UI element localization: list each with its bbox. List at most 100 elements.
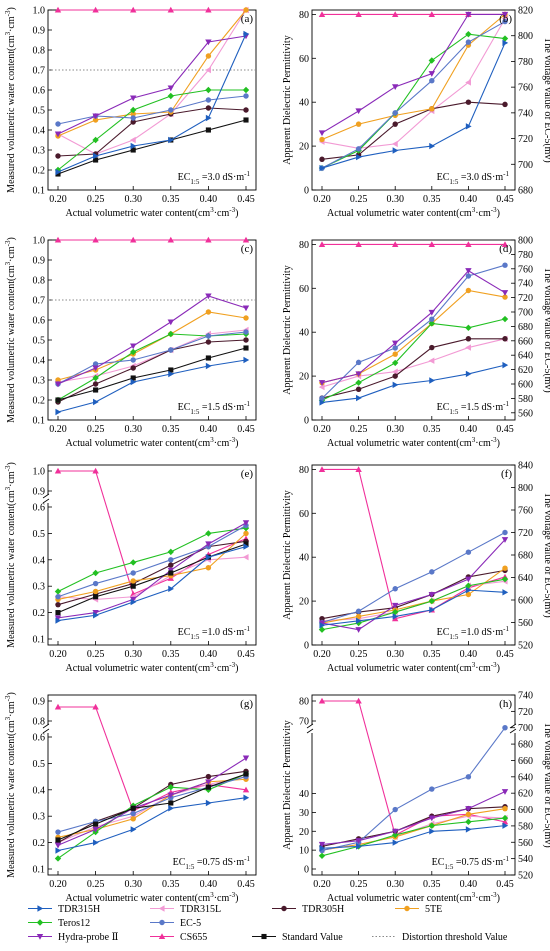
data-point: [428, 815, 435, 822]
y-tick-label: 0.5: [33, 106, 46, 117]
x-tick-label: 0.35: [162, 424, 180, 435]
data-point: [130, 236, 137, 243]
y-tick-label: 0.6: [33, 86, 46, 97]
x-tick-label: 0.25: [87, 879, 105, 890]
x-tick-label: 0.30: [386, 194, 404, 205]
series-line: [57, 295, 247, 385]
y2-tick-label: 520: [518, 871, 533, 882]
y-tick-label: 0.7: [33, 66, 46, 77]
data-point: [502, 725, 508, 731]
data-point: [465, 806, 472, 812]
panel-label: (d): [499, 243, 512, 255]
y-tick-label: 0.4: [33, 126, 46, 137]
series-line: [57, 9, 247, 137]
data-point: [92, 117, 99, 123]
y2-tick-label: 680: [518, 186, 533, 197]
data-point: [205, 53, 212, 59]
legend-marker: [261, 933, 267, 940]
data-point: [502, 262, 508, 268]
y-tick-label: 0.2: [33, 838, 46, 849]
y2-tick-label: 740: [518, 279, 533, 290]
data-point: [242, 86, 250, 94]
series-line: [57, 776, 247, 833]
data-point: [318, 383, 325, 391]
x-tick-label: 0.40: [200, 879, 218, 890]
series-tdr305h: [55, 337, 249, 405]
data-point: [205, 333, 212, 339]
series-standard-value: [55, 117, 249, 177]
data-point: [319, 845, 326, 852]
y2-tick-label: 640: [518, 772, 533, 783]
legend-label: TDR315H: [58, 904, 100, 915]
y-tick-label: 0.3: [33, 582, 46, 593]
series-line: [321, 532, 506, 624]
data-point: [392, 615, 399, 622]
series-5te: [55, 530, 249, 603]
data-point: [242, 755, 250, 762]
data-point: [465, 774, 472, 780]
data-point: [168, 107, 174, 113]
y2-tick-label: 760: [518, 506, 533, 517]
data-point: [205, 66, 211, 74]
data-point: [392, 602, 399, 609]
data-point: [355, 466, 362, 472]
legend-marker: [36, 933, 44, 940]
legend-label: CS655: [180, 932, 207, 943]
x-tick-label: 0.30: [124, 879, 142, 890]
x-tick-label: 0.20: [49, 424, 67, 435]
series-line: [321, 338, 506, 388]
data-point: [93, 157, 99, 163]
x-tick-label: 0.25: [350, 424, 368, 435]
y-tick-label: 0.2: [33, 396, 46, 407]
series-tdr315h: [319, 822, 509, 852]
data-point: [167, 792, 174, 799]
series-line: [57, 331, 247, 385]
data-point: [465, 39, 472, 45]
series-line: [321, 21, 506, 169]
x-tick-label: 0.45: [237, 194, 255, 205]
ec-annotation: EC1:5 =1.5 dS·m-1: [178, 400, 251, 416]
data-point: [429, 569, 435, 575]
data-point: [465, 99, 472, 105]
x-tick-label: 0.45: [496, 424, 514, 435]
x-tick-label: 0.20: [313, 879, 331, 890]
data-point: [130, 343, 137, 350]
data-point: [465, 11, 472, 18]
plot-frame: [47, 239, 257, 421]
y2-tick-label: 680: [518, 740, 533, 751]
data-point: [167, 783, 174, 791]
x-tick-label: 0.40: [460, 194, 478, 205]
legend-entry-tdr315h: TDR315H: [28, 904, 100, 915]
data-point: [428, 309, 435, 316]
series-ec-5: [319, 529, 508, 626]
data-point: [392, 121, 398, 127]
data-point: [92, 365, 99, 372]
legend-marker: [158, 905, 165, 912]
data-point: [243, 794, 250, 801]
x-tick-label: 0.40: [200, 194, 218, 205]
data-point: [205, 293, 212, 300]
data-point: [502, 101, 508, 108]
data-point: [355, 11, 362, 17]
data-point: [355, 608, 362, 614]
data-point: [392, 613, 399, 620]
data-point: [243, 337, 249, 343]
y-tick-label: 20: [299, 372, 309, 383]
x-tick-label: 0.35: [423, 424, 441, 435]
y2-tick-label: 840: [518, 461, 533, 472]
data-point: [130, 378, 137, 386]
data-point: [355, 386, 362, 392]
x-tick-label: 0.35: [423, 649, 441, 660]
y-tick-label: 0: [304, 186, 309, 197]
data-point: [318, 466, 326, 472]
series-tdr305h: [319, 336, 508, 401]
data-point: [205, 309, 212, 315]
data-point: [392, 368, 398, 375]
series-line: [57, 540, 247, 606]
data-point: [130, 559, 137, 566]
data-point: [392, 828, 399, 835]
legend-entry-distortion-threshold-value: Distortion threshold Value: [372, 932, 508, 943]
